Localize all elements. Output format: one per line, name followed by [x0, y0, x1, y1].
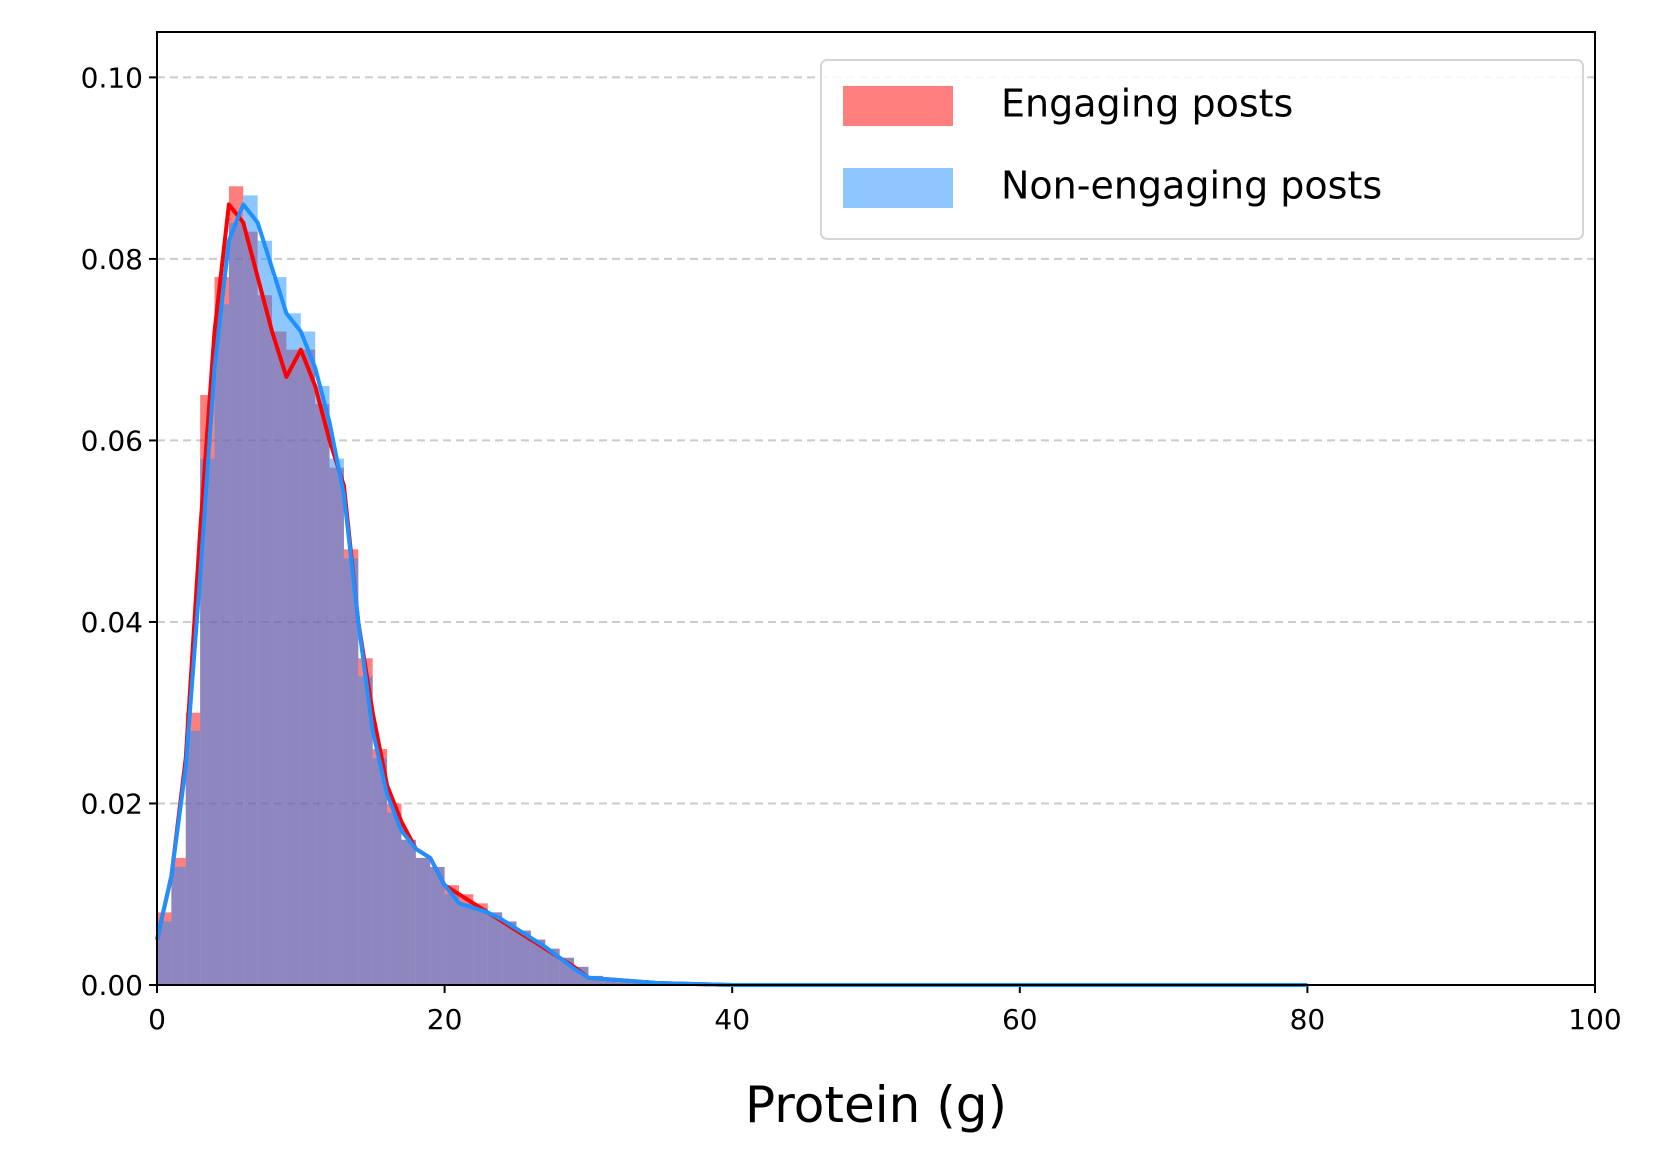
legend-label: Non-engaging posts: [1001, 164, 1382, 208]
x-tick-label: 40: [714, 1003, 750, 1036]
x-tick-label: 100: [1568, 1003, 1621, 1036]
histogram-bar: [458, 903, 474, 985]
histogram-bar: [157, 921, 172, 985]
histogram-bar: [185, 730, 201, 985]
y-tick-label: 0.08: [81, 243, 143, 276]
y-tick-label: 0.00: [81, 969, 143, 1002]
plot-frame: [156, 31, 1596, 986]
histogram-bar: [343, 558, 359, 985]
histogram-bar: [300, 331, 316, 985]
legend-swatch: [843, 86, 953, 126]
x-tick-label: 80: [1290, 1003, 1326, 1036]
histogram-bar: [272, 277, 287, 985]
histogram-bar: [171, 867, 186, 985]
histogram-bar: [430, 867, 445, 985]
histogram-bar: [214, 304, 229, 985]
histogram-bar: [502, 921, 517, 985]
legend-box: [820, 59, 1584, 240]
histogram-bar: [530, 939, 546, 985]
histogram-bar: [516, 930, 531, 985]
histogram-bar: [329, 458, 344, 986]
x-tick-label: 0: [148, 1003, 166, 1036]
histogram-bar: [387, 812, 402, 985]
histogram-bar: [315, 385, 330, 985]
histogram-bar: [473, 907, 488, 985]
y-tick-label: 0.06: [81, 424, 143, 457]
y-tick-label: 0.02: [81, 787, 143, 820]
histogram-bar: [588, 975, 603, 985]
legend-swatch: [843, 168, 953, 208]
x-axis-label: Protein (g): [745, 1076, 1007, 1134]
x-tick-label: 20: [427, 1003, 463, 1036]
histogram-bar: [372, 758, 388, 985]
y-tick-label: 0.04: [81, 606, 143, 639]
histogram-series: [157, 195, 661, 986]
x-tick-label: 60: [1002, 1003, 1038, 1036]
histogram-bar: [286, 313, 301, 985]
histogram-bar: [487, 912, 503, 985]
histogram-bar: [200, 458, 215, 986]
histogram-bar: [358, 676, 373, 985]
legend-label: Engaging posts: [1001, 82, 1293, 126]
y-tick-label: 0.10: [81, 61, 143, 94]
histogram-bar: [401, 839, 416, 985]
histogram-bar: [444, 894, 459, 985]
histogram-bar: [243, 195, 258, 985]
histogram-bar: [602, 980, 618, 985]
histogram-bar: [415, 857, 431, 985]
histogram-bar: [228, 222, 244, 986]
histogram-bar: [257, 240, 273, 985]
kde-line: [155, 202, 1308, 987]
histogram-bar: [617, 982, 632, 985]
